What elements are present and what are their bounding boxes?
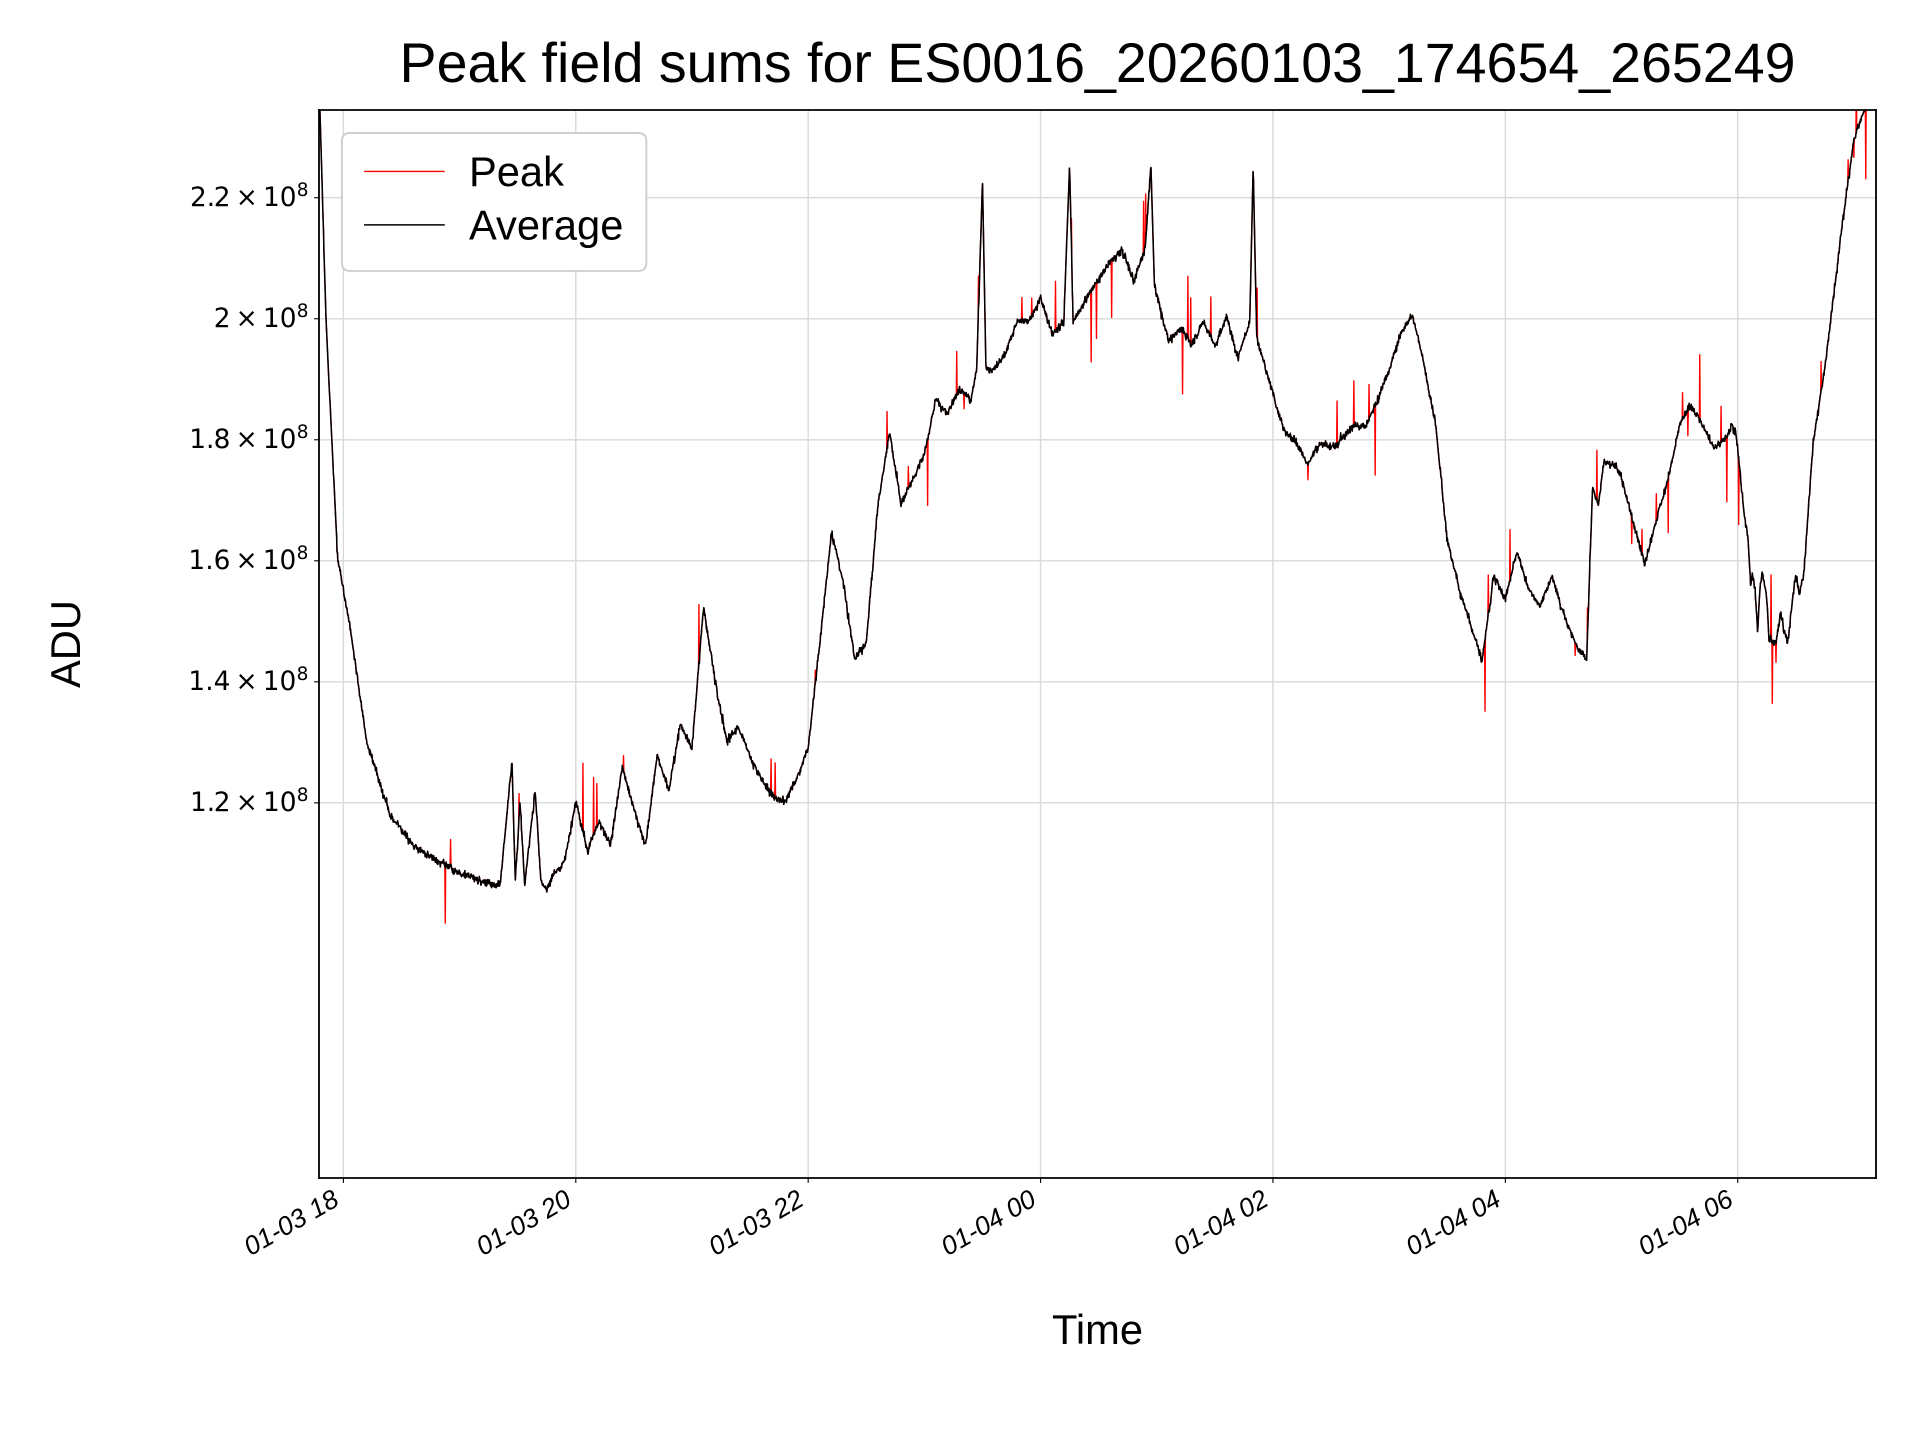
svg-text:Time: Time xyxy=(1052,1306,1143,1353)
svg-text:1 . 8: 1 . 8 × 1 0 8 xyxy=(189,422,308,455)
svg-text:Peak: Peak xyxy=(469,148,564,195)
svg-text:1 . 6: 1 . 6 × 1 0 8 xyxy=(188,543,308,576)
svg-text:Peak field sums for ES0016_202: Peak field sums for ES0016_20260103_1746… xyxy=(400,32,1796,94)
svg-text:1 . 4: 1 . 4 × 1 0 8 xyxy=(188,664,308,697)
svg-text:Average: Average xyxy=(469,201,623,248)
svg-text:1 . 2: 1 . 2 × 1 0 8 xyxy=(190,785,309,818)
svg-text:ADU: ADU xyxy=(42,600,89,688)
svg-text:2 . 2: 2 . 2 × 1 0 8 xyxy=(190,180,309,213)
